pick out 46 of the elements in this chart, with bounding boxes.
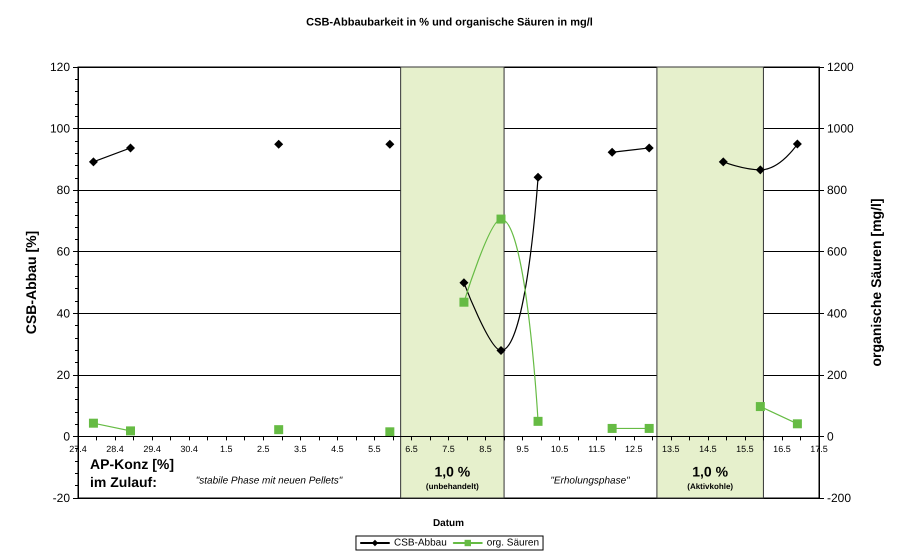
annotation: "Erholungsphase" [550, 476, 630, 486]
y-axis-title: CSB-Abbau [%] [23, 230, 39, 334]
x-tick-label: 1.5 [220, 444, 232, 454]
chart-title: CSB-Abbaubarkeit in % und organische Säuren in mg/l [306, 16, 593, 28]
band-label: 1,0 % (Aktivkohle) [687, 464, 734, 491]
y-tick-label: 20 [56, 368, 70, 382]
x-tick-label: 5.5 [368, 444, 381, 454]
x-tick-label: 10.5 [550, 444, 568, 454]
x-axis-title: Datum [432, 518, 464, 529]
x-tick-label: 16.5 [773, 444, 791, 454]
y2-tick-label: 400 [827, 306, 848, 320]
x-tick-label: 15.5 [736, 444, 754, 454]
x-tick-label: 3.5 [294, 444, 307, 454]
x-tick-label: 6.5 [405, 444, 418, 454]
y2-tick-label: 1200 [827, 60, 854, 74]
x-tick-label: 29.4 [143, 444, 161, 454]
x-tick-label: 11.5 [588, 444, 606, 454]
y-tick-label: 80 [56, 183, 70, 198]
x-tick-label: 8.5 [479, 444, 492, 454]
x-tick-label: 13.5 [662, 444, 680, 454]
x-tick-label: 9.5 [516, 444, 529, 454]
x-tick-label: 2.5 [256, 444, 270, 454]
y-tick-label: 60 [56, 244, 70, 259]
y-tick-label: 40 [56, 306, 70, 320]
y2-tick-label: 600 [827, 244, 848, 259]
band-label: 1,0 % (unbehandelt) [426, 464, 480, 491]
y-tick-label: 120 [50, 60, 70, 74]
y2-tick-label: 200 [827, 368, 848, 382]
y-tick-label: 0 [63, 429, 70, 444]
legend-label: CSB-Abbau [394, 538, 447, 548]
annotation: "stabile Phase mit neuen Pellets" [196, 476, 343, 486]
x-tick-label: 4.5 [331, 444, 344, 454]
y2-tick-label: 0 [827, 429, 834, 444]
x-tick-label: 30.4 [180, 444, 198, 454]
y2-axis-title: organische Säuren [mg/l] [868, 198, 884, 367]
annotation: AP-Konz [%] im Zulauf: [90, 456, 174, 490]
y2-tick-label: -200 [827, 491, 852, 505]
y2-tick-label: 800 [827, 183, 848, 198]
y-tick-label: 100 [50, 122, 70, 136]
x-tick-label: 12.5 [624, 444, 643, 454]
x-tick-label: 14.5 [699, 444, 717, 454]
y2-tick-label: 1000 [827, 122, 854, 136]
x-tick-label: 7.5 [442, 444, 455, 454]
x-tick-label: 28.4 [106, 444, 124, 454]
legend-label: org. Säuren [486, 538, 540, 548]
y-tick-label: -20 [52, 491, 70, 505]
